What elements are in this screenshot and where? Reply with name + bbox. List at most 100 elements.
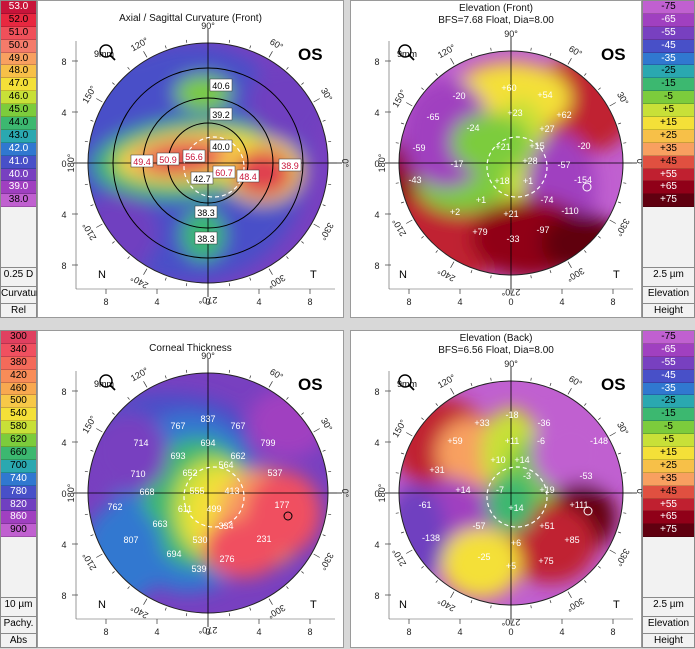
scale-cell: -15	[643, 78, 694, 92]
angle-tick	[249, 45, 252, 49]
y-tick-label: 8	[61, 57, 66, 67]
angle-tick	[584, 580, 587, 583]
map-value: -25	[477, 552, 490, 562]
scale-cell: +35	[643, 472, 694, 486]
angle-tick	[286, 586, 289, 589]
angle-tick	[421, 417, 424, 420]
x-tick-label: 8	[406, 297, 411, 307]
y-tick-label: 4	[374, 108, 379, 118]
scale-cell: 43.0	[1, 129, 36, 143]
angle-tick	[185, 39, 188, 43]
map-value: 38.9	[281, 161, 299, 171]
magnifier-icon[interactable]	[398, 374, 415, 391]
magnifier-icon[interactable]	[398, 44, 415, 61]
x-tick-label: 8	[307, 627, 312, 637]
map-value: +75	[538, 556, 553, 566]
curvature-mode[interactable]: Rel	[1, 303, 36, 316]
nasal-label: N	[399, 269, 407, 281]
elevation-back-scale: -75 -65 -55 -45 -35 -25 -15 -5 +5 +15 +25 +35 +45 +55…	[642, 330, 695, 648]
magnifier-icon[interactable]	[99, 44, 116, 61]
scale-cell: +65	[643, 511, 694, 525]
angle-tick	[435, 580, 438, 583]
map-region	[88, 503, 163, 603]
map-value: -154	[574, 175, 592, 185]
curvature-map-panel[interactable]: Axial / Sagittal Curvature (Front) OS 9m…	[37, 0, 350, 319]
elevation-back-subtitle: BFS=6.56 Float, Dia=8.00	[438, 345, 554, 356]
scale-cell: 340	[1, 343, 36, 357]
value-box	[212, 165, 236, 179]
angle-tick	[313, 223, 320, 228]
angle-tick	[90, 449, 94, 452]
angle-tick	[322, 534, 326, 537]
elevation-back-map[interactable]: 90°60°30°0°330°300°270°240°210°180°150°1…	[351, 331, 645, 649]
x-tick-label: 8	[406, 627, 411, 637]
angle-tick	[450, 58, 455, 65]
elevation-back-mode[interactable]: Height	[643, 633, 694, 646]
map-value: 694	[200, 438, 215, 448]
angle-tick	[143, 51, 148, 58]
map-value: 39.2	[212, 110, 230, 120]
scale-cell: 820	[1, 498, 36, 512]
angle-label: 0°	[635, 159, 645, 168]
y-tick-label: 4	[61, 108, 66, 118]
map-value: 611	[178, 504, 192, 514]
elevation-front-panel[interactable]: Elevation (Front) BFS=7.68 Float, Dia=8.…	[350, 0, 645, 319]
y-tick-label: 4	[374, 210, 379, 220]
angle-tick	[400, 122, 404, 125]
map-value: -36	[537, 418, 550, 428]
x-tick-label: 4	[154, 627, 159, 637]
thickness-map[interactable]: 90° 60° 30° 0° 330° 300° 270° 240° 210° 180° 150° 1…	[38, 331, 350, 649]
angle-tick	[623, 142, 627, 144]
angle-tick	[400, 452, 404, 455]
y-tick-label: 8	[374, 57, 379, 67]
scale-cell: 46.0	[1, 91, 36, 105]
x-tick-label: 8	[103, 627, 108, 637]
angle-tick	[490, 47, 492, 51]
angle-tick	[549, 270, 552, 274]
angle-label: 210°	[390, 217, 408, 238]
map-value: 652	[182, 468, 197, 478]
angle-label: 150°	[390, 418, 408, 439]
map-value: -59	[412, 143, 425, 153]
angle-tick	[301, 241, 304, 244]
scale-cell: +45	[643, 485, 694, 499]
angle-tick	[530, 275, 532, 279]
angle-tick	[228, 369, 231, 373]
map-value: 762	[107, 502, 122, 512]
angle-tick	[549, 382, 552, 386]
map-value: 48.4	[239, 172, 257, 182]
y-tick-label: 8	[374, 387, 379, 397]
angle-tick	[618, 122, 622, 125]
curvature-map[interactable]: 90° 60° 30° 0° 330° 300° 270° 240° 210° 180° 150° 1…	[38, 1, 350, 319]
zoom-label: 9mm	[397, 49, 417, 59]
map-value: +60	[501, 83, 516, 93]
zoom-label: 9mm	[94, 379, 114, 389]
scale-cell: 420	[1, 369, 36, 383]
angle-tick	[549, 52, 552, 56]
angle-tick	[421, 87, 424, 90]
elevation-front-mode[interactable]: Height	[643, 303, 694, 316]
angle-tick	[435, 403, 438, 406]
pachy-scale: 300 340 380 420 460 500 540 580 620 660 700 740 780 8…	[0, 330, 37, 648]
map-value: 668	[139, 487, 154, 497]
map-value: +14	[514, 455, 529, 465]
elevation-back-panel[interactable]: Elevation (Back) BFS=6.56 Float, Dia=8.0…	[350, 330, 645, 649]
angle-tick	[623, 512, 627, 514]
angle-tick	[286, 67, 289, 70]
magnifier-icon[interactable]	[99, 374, 116, 391]
thickness-map-panel[interactable]: Corneal Thickness OS 9mm N T 90° 60° 30° 0°…	[37, 330, 350, 649]
scale-cell: -75	[643, 331, 694, 344]
angle-tick	[286, 256, 289, 259]
x-tick-label: 0	[205, 627, 210, 637]
scale-cell: +5	[643, 434, 694, 448]
map-region	[541, 213, 621, 273]
map-value: +18	[494, 176, 509, 186]
angle-tick	[406, 549, 413, 554]
pachy-mode[interactable]: Abs	[1, 633, 36, 646]
scale-cell: -55	[643, 26, 694, 40]
angle-tick	[567, 261, 572, 268]
angle-tick	[470, 52, 473, 56]
angle-tick	[84, 513, 88, 516]
color-map	[399, 51, 623, 275]
elevation-front-map[interactable]: 90°60°30°0°330°300°270°240°210°180°150°1…	[351, 1, 645, 319]
